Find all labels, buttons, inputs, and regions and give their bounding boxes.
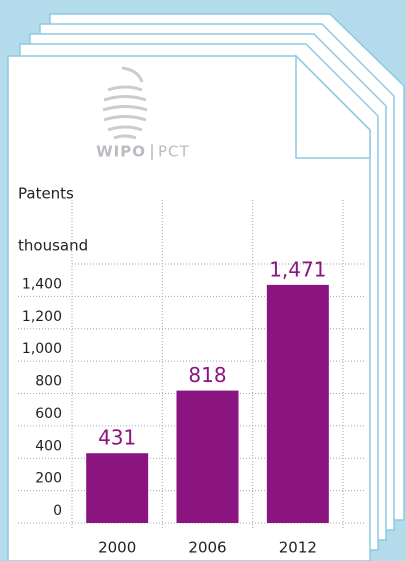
y-tick-label: 800: [35, 374, 62, 390]
y-tick-label: 1,400: [22, 276, 62, 292]
y-tick-label: 0: [53, 503, 62, 519]
y-axis-label: thousand: [18, 237, 88, 255]
bar: [86, 453, 149, 523]
x-tick-label: 2000: [98, 539, 136, 557]
x-tick-label: 2006: [188, 539, 226, 557]
y-tick-label: 400: [35, 438, 62, 454]
logo-text: PCT: [158, 143, 190, 161]
value-label: 818: [188, 363, 226, 387]
y-tick-label: 600: [35, 406, 62, 422]
y-tick-label: 200: [35, 471, 62, 487]
chart-title: Patents: [18, 185, 74, 203]
value-label: 1,471: [269, 257, 326, 281]
fold: [295, 54, 371, 159]
bar: [176, 390, 239, 523]
x-tick-label: 2012: [279, 539, 317, 557]
logo-globe: [102, 66, 148, 140]
bar: [266, 284, 329, 523]
value-label: 431: [98, 426, 136, 450]
y-tick-label: 1,000: [22, 341, 62, 357]
y-tick-label: 1,200: [22, 309, 62, 325]
logo-text: WIPO: [96, 143, 146, 161]
